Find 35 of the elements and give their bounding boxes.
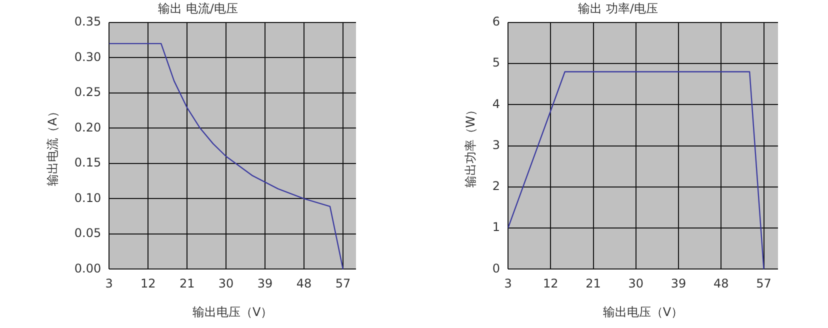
- x-tick-label: 39: [670, 276, 686, 291]
- x-tick-label: 57: [335, 276, 351, 291]
- y-tick-label: 3: [492, 138, 500, 152]
- y-tick-label: 1: [492, 220, 500, 234]
- y-tick-label: 2: [492, 179, 500, 194]
- x-tick-label: 21: [179, 276, 195, 291]
- y-axis-title: 输出电流（A）: [45, 106, 60, 186]
- x-tick-label: 48: [714, 276, 729, 291]
- x-tick-label: 39: [257, 276, 273, 291]
- y-tick-label: 0.25: [74, 85, 102, 100]
- y-tick-label: 4: [492, 96, 500, 111]
- x-tick-label: 3: [504, 276, 512, 291]
- y-tick-label: 0.20: [74, 120, 102, 134]
- y-tick-label: 0: [492, 261, 500, 276]
- x-tick-label: 48: [296, 276, 312, 291]
- y-tick-label: 0.10: [74, 190, 102, 205]
- y-tick-label: 0.05: [74, 226, 102, 240]
- chart-title: 输出 电流/电压: [158, 1, 238, 16]
- x-tick-label: 12: [140, 276, 156, 291]
- y-tick-label: 0.35: [74, 14, 102, 29]
- y-tick-label: 6: [492, 14, 500, 29]
- x-tick-label: 57: [756, 276, 772, 291]
- x-tick-label: 30: [628, 276, 644, 291]
- chart-title: 输出 功率/电压: [578, 1, 658, 16]
- y-tick-label: 0.15: [74, 156, 102, 170]
- x-tick-label: 12: [543, 276, 558, 291]
- y-axis-title: 输出功率（W）: [463, 104, 478, 188]
- x-tick-label: 21: [586, 276, 601, 291]
- y-tick-label: 5: [492, 56, 500, 70]
- y-tick-label: 0.30: [74, 50, 102, 64]
- x-axis-title: 输出电压（V）: [602, 304, 684, 319]
- x-tick-label: 30: [218, 276, 234, 291]
- x-axis-title: 输出电压（V）: [192, 304, 273, 319]
- x-tick-label: 3: [105, 276, 113, 291]
- y-tick-label: 0.00: [74, 261, 102, 276]
